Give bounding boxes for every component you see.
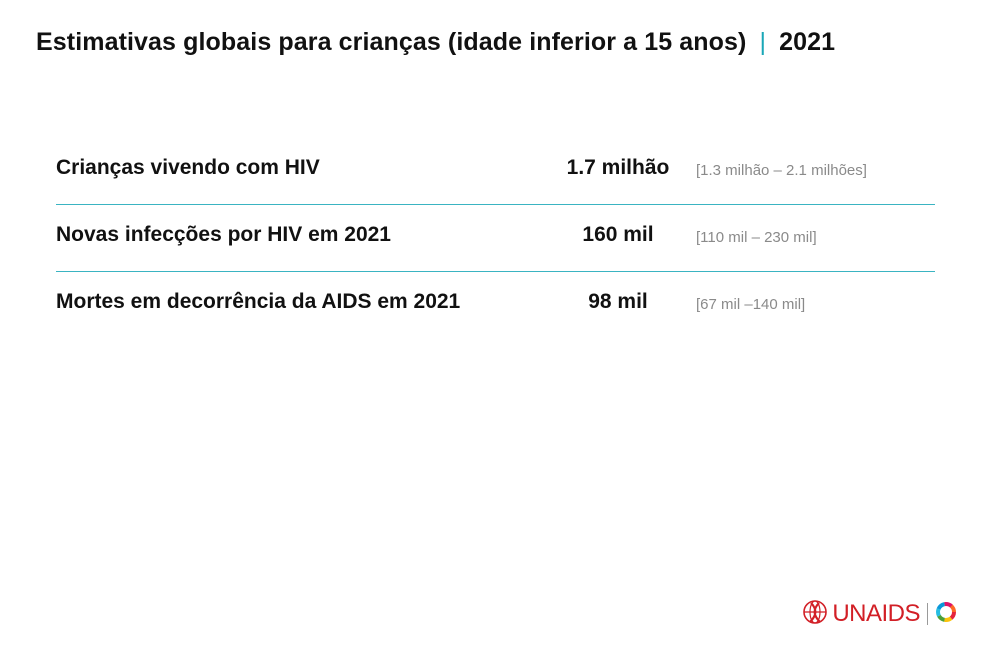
title-year: 2021: [779, 28, 836, 56]
row-label: Mortes em decorrência da AIDS em 2021: [56, 290, 461, 313]
row-value: 1.7 milhão: [566, 156, 670, 179]
row-range: [110 mil – 230 mil]: [696, 229, 817, 246]
logo-divider: [927, 603, 928, 625]
title-text: Estimativas globais para crianças (idade…: [36, 28, 747, 56]
logo-wordmark: UNAIDS: [832, 600, 920, 627]
sdg-wheel-icon: [935, 601, 957, 628]
row-value: 98 mil: [588, 290, 648, 313]
row-value: 160 mil: [582, 223, 654, 246]
table-row: Mortes em decorrência da AIDS em 2021 98…: [56, 272, 935, 338]
row-label: Novas infecções por HIV em 2021: [56, 223, 391, 246]
title-separator: |: [759, 28, 767, 56]
page-title: Estimativas globais para crianças (idade…: [36, 28, 835, 57]
ribbon-globe-icon: [802, 599, 828, 630]
table-row: Novas infecções por HIV em 2021 160 mil …: [56, 205, 935, 272]
row-label: Crianças vivendo com HIV: [56, 156, 320, 179]
row-range: [67 mil –140 mil]: [696, 296, 806, 313]
unaids-logo: UNAIDS: [802, 599, 957, 630]
table-row: Crianças vivendo com HIV 1.7 milhão [1.3…: [56, 138, 935, 205]
estimates-table: Crianças vivendo com HIV 1.7 milhão [1.3…: [56, 138, 935, 338]
row-range: [1.3 milhão – 2.1 milhões]: [696, 162, 867, 179]
